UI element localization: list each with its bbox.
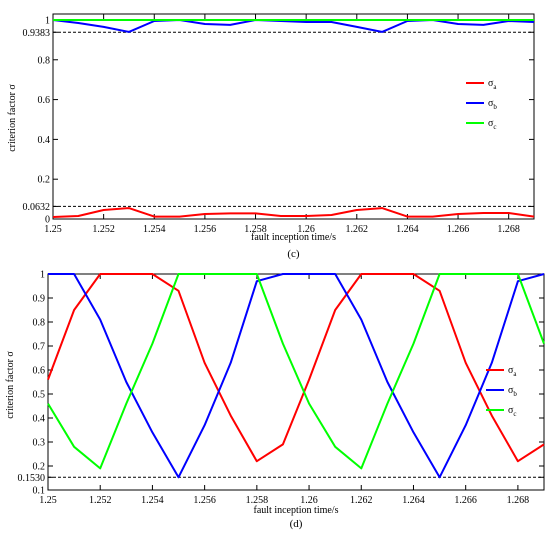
x-tick-label: 1.264 — [396, 224, 419, 235]
legend-label: σb — [508, 385, 517, 398]
y-tick-label: 0.2 — [38, 175, 51, 186]
y-axis-title: criterion factor σ — [7, 84, 18, 152]
y-tick-label: 0.0632 — [23, 202, 51, 213]
x-tick-label: 1.26 — [300, 495, 318, 506]
x-tick-label: 1.256 — [193, 495, 216, 506]
y-tick-label: 0.7 — [33, 342, 46, 353]
x-tick-label: 1.254 — [143, 224, 166, 235]
x-tick-label: 1.264 — [402, 495, 425, 506]
x-tick-label: 1.266 — [454, 495, 477, 506]
panel-label: (c) — [287, 248, 300, 260]
y-tick-label: 0.4 — [33, 414, 46, 425]
y-tick-label: 0.9383 — [23, 28, 51, 39]
series-line-b — [48, 273, 545, 479]
y-tick-label: 0 — [45, 215, 50, 226]
x-tick-label: 1.252 — [92, 224, 115, 235]
x-tick-label: 1.262 — [346, 224, 369, 235]
y-tick-label: 0.6 — [38, 95, 51, 106]
chart-panel-c: 1.25 1.252 1.254 1.256 1.258 1.26 1.262 1.264 1.… — [7, 13, 535, 260]
x-tick-label: 1.262 — [350, 495, 373, 506]
y-tick-label: 0.9 — [33, 294, 46, 305]
x-axis-title: fault inception time/s — [251, 232, 336, 243]
x-tick-label: 1.268 — [497, 224, 520, 235]
x-tick-label: 1.258 — [244, 224, 267, 235]
x-tick-label: 1.256 — [194, 224, 217, 235]
x-tick-label: 1.26 — [297, 224, 315, 235]
series-line-a — [47, 273, 545, 463]
y-tick-label: 1 — [40, 270, 45, 281]
x-axis-title: fault inception time/s — [254, 505, 339, 516]
y-tick-label: 0.8 — [33, 318, 46, 329]
series-line-b — [52, 19, 535, 33]
y-tick-label: 0.4 — [38, 135, 51, 146]
y-tick-label: 0.1530 — [18, 473, 46, 484]
plot-frame — [52, 13, 535, 220]
series-line-c — [47, 273, 545, 470]
y-tick-label: 0.2 — [33, 462, 46, 473]
y-tick-label: 0.5 — [33, 390, 46, 401]
chart-panel-d: 1.25 1.252 1.254 1.256 1.258 1.26 1.262 1.264 1.… — [5, 270, 545, 530]
y-axis-title: criterion factor σ — [5, 351, 16, 419]
x-tick-label: 1.258 — [246, 495, 269, 506]
x-tick-label: 1.252 — [89, 495, 112, 506]
panel-label: (d) — [290, 518, 303, 530]
legend-label: σc — [488, 118, 497, 131]
x-tick-label: 1.25 — [39, 495, 57, 506]
legend-label: σc — [508, 405, 517, 418]
legend-label: σa — [508, 365, 517, 378]
legend-label: σb — [488, 98, 497, 111]
y-tick-label: 1 — [45, 15, 50, 26]
plot-frame — [47, 273, 545, 491]
series-line-a — [52, 207, 535, 218]
x-tick-label: 1.25 — [44, 224, 62, 235]
x-tick-label: 1.268 — [507, 495, 530, 506]
y-tick-label: 0.8 — [38, 55, 51, 66]
x-tick-label: 1.266 — [447, 224, 470, 235]
x-tick-label: 1.254 — [141, 495, 164, 506]
y-tick-label: 0.3 — [33, 438, 46, 449]
y-tick-label: 0.6 — [33, 366, 46, 377]
y-tick-label: 0.1 — [33, 486, 46, 497]
legend-label: σa — [488, 78, 497, 91]
